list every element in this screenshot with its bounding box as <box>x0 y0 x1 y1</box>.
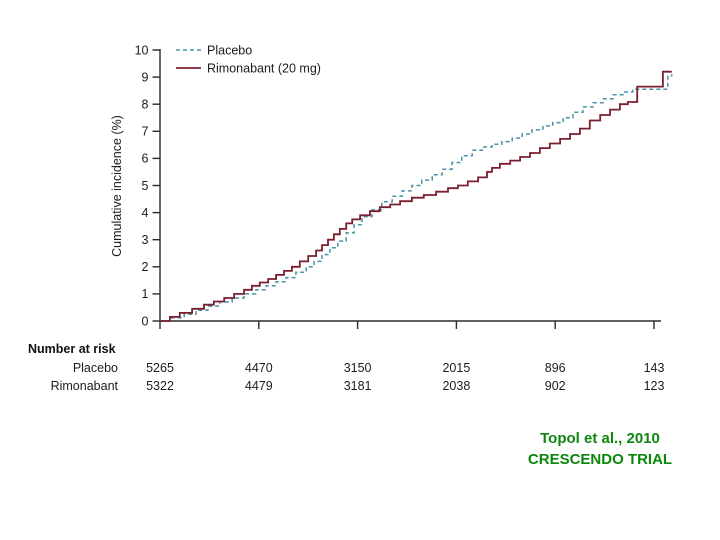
x-axis-ticks <box>159 321 655 329</box>
y-tick-label: 1 <box>142 287 149 301</box>
risk-row-label-rimonabant: Rimonabant <box>50 379 118 393</box>
y-tick-label: 9 <box>142 70 149 84</box>
risk-value-rimonabant-1: 4479 <box>244 379 273 393</box>
citation-line2: CRESCENDO TRIAL <box>527 451 673 468</box>
risk-value-rimonabant-2: 3181 <box>343 379 372 393</box>
y-tick-label: 7 <box>142 125 149 139</box>
risk-value-rimonabant-4: 902 <box>544 379 566 393</box>
y-tick-label: 2 <box>142 260 149 274</box>
legend-rimonabant-label: Rimonabant (20 mg) <box>207 62 321 76</box>
citation-line1: Topol et al., 2010 <box>540 430 660 447</box>
risk-table-header: Number at risk <box>28 342 116 356</box>
risk-value-placebo-1: 4470 <box>244 361 273 375</box>
legend-placebo-label: Placebo <box>207 44 252 58</box>
placebo-curve <box>160 74 673 322</box>
y-tick-label: 6 <box>142 152 149 166</box>
citation: Topol et al., 2010 CRESCENDO TRIAL <box>430 428 720 470</box>
legend: Placebo Rimonabant (20 mg) <box>176 44 321 76</box>
y-tick-label: 0 <box>142 314 149 328</box>
y-tick-label: 8 <box>142 98 149 112</box>
risk-value-rimonabant-5: 123 <box>643 379 665 393</box>
y-tick-label: 5 <box>142 179 149 193</box>
risk-value-rimonabant-0: 5322 <box>146 379 174 393</box>
y-tick-label: 3 <box>142 233 149 247</box>
y-axis-label: Cumulative incidence (%) <box>110 115 124 257</box>
risk-value-placebo-4: 896 <box>544 361 566 375</box>
y-tick-label: 10 <box>135 43 149 57</box>
risk-row-label-placebo: Placebo <box>72 361 118 375</box>
y-tick-label: 4 <box>142 206 149 220</box>
km-chart: Cumulative incidence (%) 0 1 2 3 4 5 6 7 8 9 10 Pl… <box>110 43 673 329</box>
risk-value-placebo-2: 3150 <box>343 361 372 375</box>
risk-value-placebo-0: 5265 <box>146 361 174 375</box>
risk-value-placebo-5: 143 <box>643 361 665 375</box>
risk-value-rimonabant-3: 2038 <box>442 379 471 393</box>
rimonabant-curve <box>160 70 672 322</box>
risk-value-placebo-3: 2015 <box>442 361 471 375</box>
y-axis-ticks: 0 1 2 3 4 5 6 7 8 9 10 <box>135 43 161 328</box>
